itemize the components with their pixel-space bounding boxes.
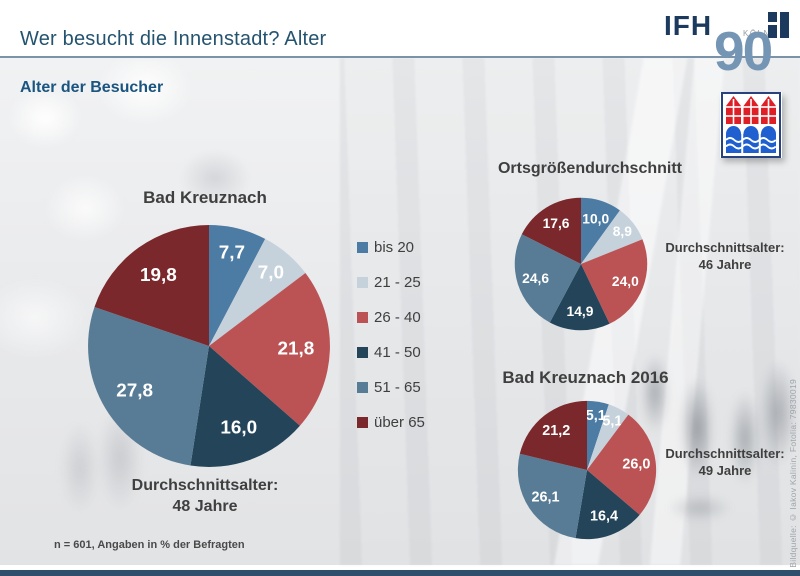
legend-swatch-icon — [357, 416, 368, 428]
pie-value-label: 16,0 — [220, 417, 257, 438]
legend-item: 21 - 25 — [357, 271, 425, 293]
legend-swatch-icon — [357, 241, 368, 253]
legend-swatch-icon — [357, 276, 368, 288]
average-age-label: Durchschnittsalter: — [665, 240, 785, 255]
bottom-accent-bar — [0, 570, 800, 576]
average-age-value: 46 Jahre — [698, 256, 752, 272]
pie-slice-26-40 — [587, 414, 657, 515]
legend-item: 41 - 50 — [357, 341, 425, 363]
pie-slice-51-65 — [88, 307, 209, 466]
pie-value-label: 5,1 — [586, 408, 606, 424]
pie-value-label: 17,6 — [543, 216, 570, 231]
pie-slice-26-40 — [581, 239, 648, 324]
pie-value-label: 14,9 — [567, 304, 594, 319]
pie-slice-41-50 — [190, 346, 300, 467]
pie-slice-21-25 — [581, 210, 643, 264]
pie: 7,7 7,0 21,8 16,0 27,8 19,8 — [88, 225, 330, 467]
pie-value-label: 19,8 — [140, 265, 177, 286]
pie-slice-21-25 — [209, 238, 306, 346]
pie-slice-51-65 — [514, 234, 581, 323]
chart-title: Bad Kreuznach — [143, 188, 267, 207]
sample-size-footnote: n = 601, Angaben in % der Befragten — [54, 539, 245, 551]
average-age-caption: Durchschnittsalter: 46 Jahre — [652, 240, 798, 274]
average-age-label: Durchschnittsalter: — [131, 477, 279, 494]
pie-slice-bis20 — [209, 225, 266, 346]
chart-title: Ortsgrößendurchschnitt — [497, 160, 682, 177]
pie-slice-26-40 — [209, 272, 330, 426]
pie-value-label: 21,2 — [542, 423, 570, 439]
legend-item: über 65 — [357, 411, 425, 433]
legend-label: 51 - 65 — [374, 378, 421, 396]
slide-title: Wer besucht die Innenstadt? Alter — [20, 28, 327, 50]
pie-value-label: 26,1 — [532, 489, 560, 505]
pie-slice-über65 — [519, 400, 587, 470]
pie-value-label: 24,0 — [612, 274, 639, 289]
pie-value-label: 5,1 — [602, 413, 622, 429]
ifh-logo-text: IFH — [664, 10, 713, 41]
pie-value-label: 10,0 — [582, 211, 609, 226]
legend-label: bis 20 — [374, 238, 415, 256]
pie-slice-über65 — [94, 225, 209, 346]
bad-kreuznach-crest-icon — [720, 92, 782, 158]
legend-swatch-icon — [357, 311, 368, 323]
legend-label: 21 - 25 — [374, 273, 421, 291]
pie-slice-bis20 — [587, 400, 609, 470]
ifh-logo-mark-icon — [768, 12, 790, 38]
image-source-credit: Bildquelle: © Iakov Kalinin, Fotolia: 79… — [788, 379, 798, 568]
legend-item: 26 - 40 — [357, 306, 425, 328]
pie-value-label: 16,4 — [590, 509, 618, 525]
pie-slice-41-50 — [575, 470, 640, 540]
chart-title: Bad Kreuznach 2016 — [502, 368, 669, 387]
legend-label: 41 - 50 — [374, 343, 421, 361]
average-age-label: Durchschnittsalter: — [665, 446, 785, 461]
legend-swatch-icon — [357, 381, 368, 393]
pie-value-label: 21,8 — [278, 339, 315, 360]
legend-label: 26 - 40 — [374, 308, 421, 326]
header-divider — [0, 56, 800, 58]
pie-slice-bis20 — [581, 197, 620, 264]
ifh-90-years-text: 90 — [714, 20, 773, 82]
average-age-caption: Durchschnittsalter: 48 Jahre — [60, 476, 350, 518]
pie-value-label: 8,9 — [613, 224, 633, 239]
pie-value-label: 24,6 — [522, 271, 549, 286]
legend-item: bis 20 — [357, 236, 425, 258]
legend-label: über 65 — [374, 413, 425, 431]
average-age-value: 49 Jahre — [698, 462, 752, 478]
average-age-caption: Durchschnittsalter: 49 Jahre — [650, 446, 800, 480]
legend-item: 51 - 65 — [357, 376, 425, 398]
pie-value-label: 7,0 — [258, 262, 284, 283]
pie-slice-21-25 — [587, 404, 629, 470]
slide-subtitle: Alter der Besucher — [20, 79, 164, 96]
legend-swatch-icon — [357, 346, 368, 358]
pie-value-label: 7,7 — [219, 243, 245, 264]
pie-slice-41-50 — [549, 264, 610, 331]
pie-slice-51-65 — [517, 453, 587, 539]
ifh-logo-koeln-text: KÖLN — [743, 29, 771, 38]
age-group-legend: bis 20 21 - 25 26 - 40 41 - 50 51 - 65 über 6… — [357, 236, 425, 433]
average-age-value: 48 Jahre — [172, 497, 238, 515]
pie-slice-über65 — [521, 197, 581, 264]
ifh-koeln-logo: IFH KÖLN 90 — [656, 6, 796, 86]
pie: 5,15,1 26,0 16,4 26,1 21,2 — [517, 400, 657, 540]
pie: 10,0 8,9 24,0 14,9 24,6 17,6 — [514, 197, 648, 331]
pie-value-label: 27,8 — [116, 380, 153, 401]
pie-value-label: 26,0 — [622, 456, 650, 472]
